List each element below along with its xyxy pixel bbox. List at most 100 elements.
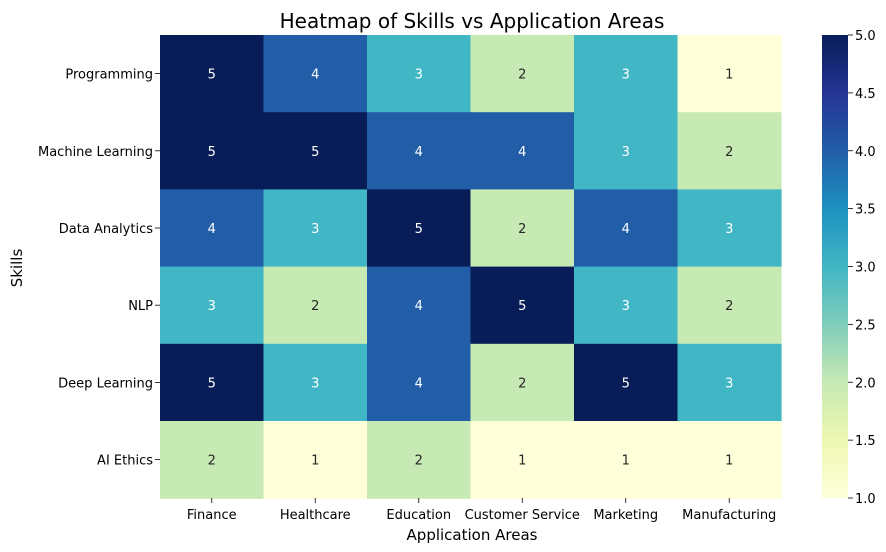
heatmap-cell [677, 35, 782, 113]
cell-value-label: 2 [725, 145, 733, 160]
cell-value-label: 1 [622, 454, 630, 469]
heatmap-cell [263, 343, 368, 422]
cell-value-label: 3 [622, 299, 630, 314]
heatmap-cell [574, 421, 679, 499]
cell-value-label: 4 [415, 376, 423, 391]
heatmap-cell [160, 421, 265, 499]
y-tick-label: AI Ethics [97, 454, 153, 469]
x-tick-label: Healthcare [280, 508, 351, 523]
cell-value-label: 3 [311, 222, 319, 237]
colorbar-tick-label: 4.0 [855, 145, 876, 160]
cell-value-label: 3 [415, 68, 423, 83]
cell-value-label: 3 [725, 376, 733, 391]
y-tick-label: Data Analytics [59, 222, 153, 237]
x-tick-label: Education [386, 508, 451, 523]
y-tick-label: Deep Learning [58, 376, 153, 391]
heatmap-cell [677, 421, 782, 499]
colorbar-ticks: 1.0 1.5 2.0 2.5 3.0 3.5 4.0 4.5 5.0 [848, 29, 876, 507]
x-axis-label: Application Areas [407, 526, 538, 544]
heatmap-cell [263, 421, 368, 499]
y-tick-label: Machine Learning [38, 145, 153, 160]
colorbar-tick-label: 3.0 [855, 261, 876, 276]
heatmap-cell-labels: 5 4 3 2 3 1 5 5 4 4 3 2 4 3 5 2 4 3 3 2 4 5 3 2 5 3 4 2 5 3 2 1 2 1 1 1 [208, 68, 734, 469]
cell-value-label: 4 [415, 299, 423, 314]
heatmap-cell [574, 343, 679, 422]
colorbar-tick-label: 2.5 [855, 318, 876, 333]
y-tick-label: NLP [128, 299, 153, 314]
cell-value-label: 2 [208, 454, 216, 469]
heatmap-cell [263, 266, 368, 345]
heatmap-cell [677, 112, 782, 190]
cell-value-label: 2 [415, 454, 423, 469]
heatmap-cell [160, 266, 265, 345]
cell-value-label: 4 [311, 68, 319, 83]
cell-value-label: 5 [311, 145, 319, 160]
cell-value-label: 4 [518, 145, 526, 160]
heatmap-cell [263, 35, 368, 113]
heatmap-cell [574, 266, 679, 345]
cell-value-label: 1 [518, 454, 526, 469]
cell-value-label: 2 [311, 299, 319, 314]
cell-value-label: 4 [208, 222, 216, 237]
cell-value-label: 5 [622, 376, 630, 391]
y-axis-ticks: Programming Machine Learning Data Analytic… [38, 68, 160, 469]
colorbar-tick-label: 3.5 [855, 203, 876, 218]
heatmap-cell [574, 112, 679, 190]
cell-value-label: 1 [725, 68, 733, 83]
heatmap-cells [160, 35, 782, 499]
y-axis-label: Skills [8, 249, 26, 288]
heatmap-cell [367, 266, 472, 345]
heatmap-cell [160, 189, 265, 268]
cell-value-label: 3 [311, 376, 319, 391]
heatmap-cell [263, 189, 368, 268]
cell-value-label: 3 [622, 145, 630, 160]
colorbar-tick-label: 4.5 [855, 87, 876, 102]
colorbar-tick-label: 2.0 [855, 376, 876, 391]
cell-value-label: 3 [622, 68, 630, 83]
heatmap-cell [470, 266, 575, 345]
cell-value-label: 3 [725, 222, 733, 237]
heatmap-cell [574, 189, 679, 268]
heatmap-cell [367, 343, 472, 422]
cell-value-label: 2 [518, 376, 526, 391]
x-axis-ticks: Finance Healthcare Education Customer Servi… [187, 498, 776, 523]
heatmap-cell [160, 35, 265, 113]
x-tick-label: Marketing [593, 508, 658, 523]
colorbar-tick-label: 5.0 [855, 29, 876, 44]
colorbar-tick-label: 1.0 [855, 492, 876, 507]
heatmap-cell [470, 343, 575, 422]
heatmap-cell [367, 189, 472, 268]
x-tick-label: Manufacturing [682, 508, 776, 523]
colorbar [822, 35, 848, 498]
x-tick-label: Customer Service [465, 508, 580, 523]
cell-value-label: 4 [622, 222, 630, 237]
cell-value-label: 5 [415, 222, 423, 237]
heatmap-cell [574, 35, 679, 113]
cell-value-label: 4 [415, 145, 423, 160]
cell-value-label: 5 [208, 376, 216, 391]
heatmap-cell [470, 35, 575, 113]
cell-value-label: 5 [208, 145, 216, 160]
cell-value-label: 2 [518, 222, 526, 237]
x-tick-label: Finance [187, 508, 237, 523]
cell-value-label: 2 [725, 299, 733, 314]
cell-value-label: 1 [725, 454, 733, 469]
heatmap-cell [677, 343, 782, 422]
heatmap-cell [367, 35, 472, 113]
heatmap-cell [160, 112, 265, 190]
heatmap-cell [367, 421, 472, 499]
chart-title: Heatmap of Skills vs Application Areas [280, 9, 665, 33]
heatmap-cell [677, 189, 782, 268]
heatmap-cell [160, 343, 265, 422]
y-tick-label: Programming [65, 68, 153, 83]
heatmap-cell [263, 112, 368, 190]
cell-value-label: 5 [518, 299, 526, 314]
colorbar-tick-label: 1.5 [855, 434, 876, 449]
cell-value-label: 2 [518, 68, 526, 83]
heatmap-cell [470, 112, 575, 190]
cell-value-label: 3 [208, 299, 216, 314]
cell-value-label: 5 [208, 68, 216, 83]
heatmap-cell [677, 266, 782, 345]
cell-value-label: 1 [311, 454, 319, 469]
